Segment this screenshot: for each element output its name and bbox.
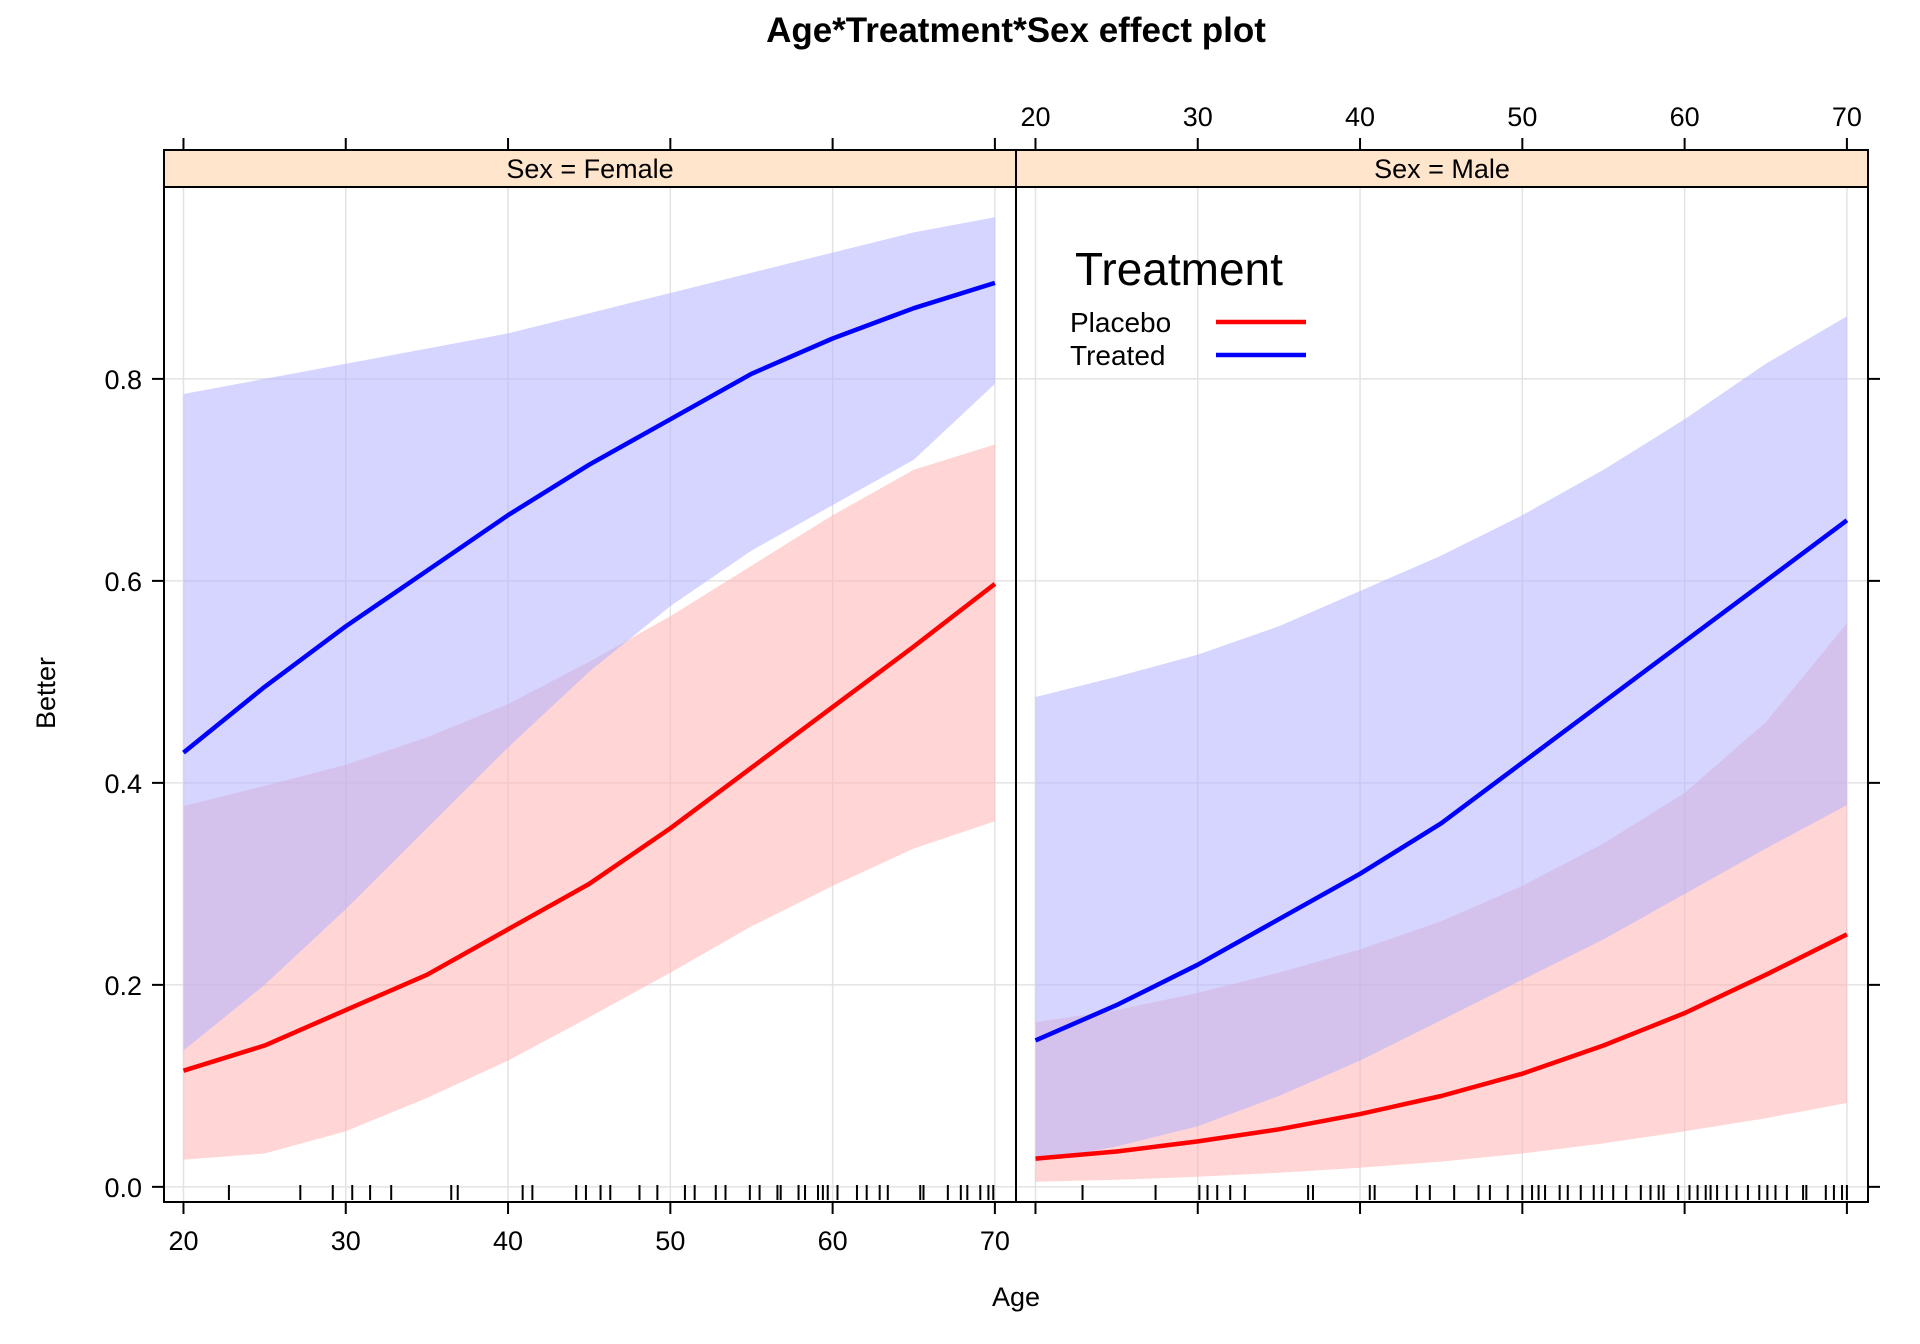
x-tick-label: 70 — [980, 1226, 1010, 1256]
x-tick-label: 50 — [655, 1226, 685, 1256]
x-tick-label: 30 — [1183, 102, 1213, 132]
legend-label-placebo: Placebo — [1070, 307, 1171, 338]
legend-title: Treatment — [1075, 243, 1283, 295]
effect-line-placebo — [1035, 932, 1848, 1161]
y-tick-label: 0.8 — [104, 365, 142, 395]
effect-line-treated — [182, 280, 996, 755]
y-tick-label: 0.4 — [104, 769, 142, 799]
confidence-band-placebo — [183, 444, 995, 1160]
strip-label: Sex = Female — [506, 154, 673, 184]
x-tick-label: 20 — [1020, 102, 1050, 132]
x-tick-label: 60 — [818, 1226, 848, 1256]
x-tick-label: 20 — [168, 1226, 198, 1256]
x-tick-label: 60 — [1670, 102, 1700, 132]
x-tick-label: 30 — [331, 1226, 361, 1256]
strip-label: Sex = Male — [1374, 154, 1510, 184]
x-tick-label: 70 — [1832, 102, 1862, 132]
y-tick-label: 0.0 — [104, 1173, 142, 1203]
legend-label-treated: Treated — [1070, 340, 1165, 371]
panel-female: Sex = Female 20 30 40 50 60 70 0.0 0.2 0.4 0.6 0.8 — [104, 138, 1017, 1256]
x-tick-label: 40 — [493, 1226, 523, 1256]
chart-title: Age*Treatment*Sex effect plot — [766, 11, 1266, 50]
y-axis-label: Better — [31, 657, 61, 729]
effect-line-placebo — [182, 582, 997, 1073]
panel-male: Sex = Male 20 30 40 50 60 70 — [1015, 102, 1880, 1214]
effect-line-treated — [1034, 518, 1849, 1043]
y-tick-label: 0.6 — [104, 567, 142, 597]
x-tick-label: 40 — [1345, 102, 1375, 132]
x-tick-label: 50 — [1507, 102, 1537, 132]
confidence-band-treated — [1035, 316, 1847, 1162]
confidence-band-treated — [183, 217, 995, 1051]
x-axis-label: Age — [992, 1282, 1040, 1312]
strip-header — [163, 149, 1017, 188]
strip-header — [1015, 149, 1869, 188]
y-tick-label: 0.2 — [104, 971, 142, 1001]
